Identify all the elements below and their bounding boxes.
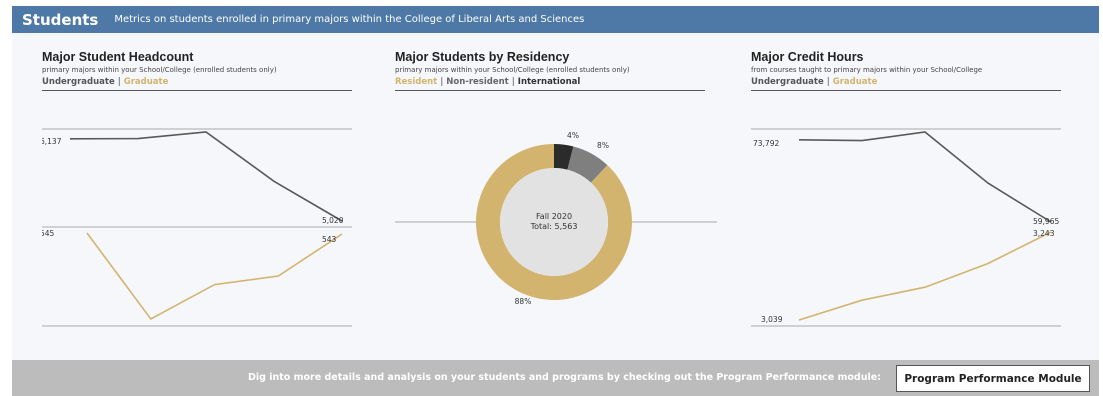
legend-undergraduate[interactable]: Undergraduate: [751, 77, 824, 87]
graduate-line[interactable]: [86, 232, 343, 321]
label-ug-last: 5,020: [322, 216, 344, 225]
credit-title: Major Credit Hours: [751, 50, 864, 64]
undergraduate-line[interactable]: [798, 131, 1052, 223]
slice-nonresident[interactable]: [567, 146, 608, 183]
legend-separator: |: [511, 77, 515, 87]
residency-title: Major Students by Residency: [395, 50, 570, 64]
headcount-subtitle: primary majors within your School/Colleg…: [42, 66, 277, 74]
residency-card: Major Students by Residency primary majo…: [395, 50, 705, 91]
credit-subtitle: from courses taught to primary majors wi…: [751, 66, 983, 74]
program-performance-button[interactable]: Program Performance Module: [896, 365, 1090, 392]
legend-separator: |: [117, 77, 121, 87]
label-international-pct: 4%: [567, 131, 579, 140]
legend-undergraduate[interactable]: Undergraduate: [42, 77, 115, 87]
footer-bar: Dig into more details and analysis on yo…: [12, 360, 1099, 396]
residency-legend: Resident | Non-resident | International: [395, 77, 705, 91]
footer-message: Dig into more details and analysis on yo…: [247, 372, 881, 383]
headcount-title: Major Student Headcount: [42, 50, 194, 64]
label-gr-last: 3,243: [1033, 229, 1055, 238]
label-gr-first: 545: [42, 229, 55, 238]
section-subtitle: Metrics on students enrolled in primary …: [114, 14, 585, 25]
donut-center-line1: Fall 2020: [536, 212, 572, 221]
label-ug-last: 59,965: [1033, 217, 1059, 226]
students-header: Students Metrics on students enrolled in…: [12, 6, 1099, 33]
credit-legend: Undergraduate | Graduate: [751, 77, 1061, 91]
donut-center-line2: Total: 5,563: [530, 222, 578, 231]
label-ug-first: 73,792: [753, 139, 779, 148]
legend-separator: |: [826, 77, 830, 87]
slice-resident[interactable]: [476, 144, 632, 300]
legend-separator: |: [440, 77, 444, 87]
label-gr-first: 3,039: [761, 315, 783, 324]
legend-nonresident[interactable]: Non-resident: [446, 77, 509, 87]
section-title: Students: [22, 10, 99, 29]
credit-chart: 73,792 59,965 3,039 3,243: [751, 128, 1061, 327]
slice-international[interactable]: [554, 144, 574, 170]
legend-international[interactable]: International: [517, 77, 581, 87]
label-ug-first: 6,137: [42, 137, 62, 146]
legend-graduate[interactable]: Graduate: [832, 77, 878, 87]
headcount-legend: Undergraduate | Graduate: [42, 77, 352, 91]
label-resident-pct: 88%: [515, 297, 532, 306]
metrics-panel: Major Student Headcount primary majors w…: [12, 33, 1099, 360]
label-gr-last: 543: [322, 235, 337, 244]
undergraduate-line[interactable]: [69, 131, 343, 222]
headcount-chart: 6,137 5,020 545 543: [42, 128, 352, 327]
legend-resident[interactable]: Resident: [395, 77, 438, 87]
residency-donut-chart: Fall 2020 Total: 5,563 4% 8% 88%: [395, 131, 717, 306]
headcount-card: Major Student Headcount primary majors w…: [42, 50, 352, 91]
donut-center: [500, 168, 608, 276]
legend-graduate[interactable]: Graduate: [123, 77, 169, 87]
credit-card: Major Credit Hours from courses taught t…: [751, 50, 1061, 91]
residency-subtitle: primary majors within your School/Colleg…: [395, 66, 630, 74]
graduate-line[interactable]: [798, 231, 1052, 321]
label-nonresident-pct: 8%: [597, 141, 609, 150]
